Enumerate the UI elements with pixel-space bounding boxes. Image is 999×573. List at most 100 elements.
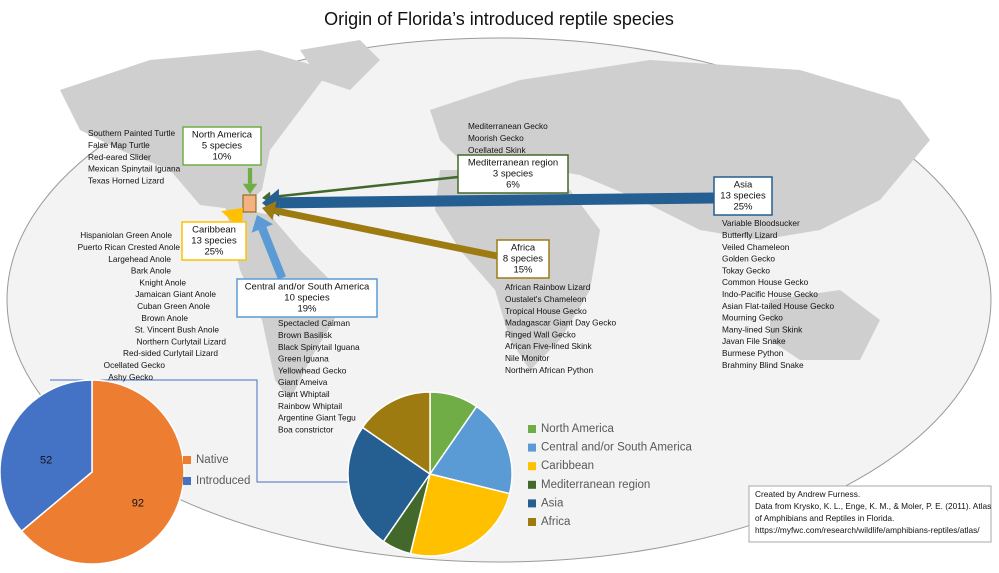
species: Brown Basilisk	[278, 330, 333, 340]
species: Brahminy Blind Snake	[722, 360, 804, 370]
pie-slice	[20, 379, 185, 565]
region-box	[713, 176, 773, 216]
species: Texas Horned Lizard	[88, 175, 164, 185]
legend-label: Mediterranean region	[541, 479, 650, 491]
species: Puerto Rican Crested Anole	[78, 242, 181, 252]
species: Argentine Giant Tegu	[278, 413, 356, 423]
arrow-head	[242, 183, 258, 194]
region-share: 15%	[513, 265, 533, 276]
species: Northern Curlytail Lizard	[137, 336, 227, 346]
pie-slice	[0, 379, 93, 533]
region-name: Asia	[734, 180, 753, 191]
species: Mexican Spinytail Iguana	[88, 164, 181, 174]
pie-slice	[361, 391, 431, 476]
region-box	[496, 239, 550, 279]
legend-swatch	[183, 477, 191, 485]
credit: Data from Krysko, K. L., Enge, K. M., & …	[755, 501, 991, 511]
species: Jamaican Giant Anole	[135, 289, 216, 299]
species: Madagascar Giant Day Gecko	[505, 318, 617, 328]
title: Origin of Florida’s introduced reptile s…	[324, 9, 674, 29]
region-share: 25%	[733, 202, 753, 213]
species: Mediterranean Gecko	[468, 121, 548, 131]
arrow	[258, 226, 286, 280]
legend-label: Central and/or South America	[541, 442, 692, 454]
legend-label: Introduced	[196, 475, 250, 487]
species: Giant Ameiva	[278, 377, 328, 387]
species: Rainbow Whiptail	[278, 401, 342, 411]
species: Moorish Gecko	[468, 133, 524, 143]
legend-label: Africa	[541, 516, 571, 528]
pie-slice	[409, 473, 511, 557]
region-box	[236, 278, 378, 318]
species: Tokay Gecko	[722, 265, 770, 275]
legend-label: Caribbean	[541, 460, 594, 472]
arrow	[273, 207, 498, 260]
species: Javan File Snake	[722, 336, 786, 346]
pie-slice	[428, 405, 513, 495]
connector	[50, 379, 358, 483]
region-count: 13 species	[191, 236, 237, 247]
legend-swatch	[528, 518, 536, 526]
species: Mourning Gecko	[722, 313, 783, 323]
credit: Created by Andrew Furness.	[755, 489, 860, 499]
arrow	[270, 175, 459, 199]
region-box	[457, 154, 569, 194]
species: Bark Anole	[131, 266, 172, 276]
region-count: 13 species	[720, 191, 766, 202]
species: St. Vincent Bush Anole	[135, 325, 220, 335]
species: Tropical House Gecko	[505, 306, 587, 316]
region-count: 3 species	[493, 169, 533, 180]
species: Boa constrictor	[278, 424, 334, 434]
species: African Five-lined Skink	[505, 341, 593, 351]
species: Ringed Wall Gecko	[505, 329, 576, 339]
pie-slice	[347, 426, 432, 543]
species: Red-eared Slider	[88, 152, 151, 162]
species: Nile Monitor	[505, 353, 550, 363]
credit: of Amphibians and Reptiles in Florida.	[755, 513, 894, 523]
region-name: Central and/or South America	[245, 282, 370, 293]
legend-swatch	[528, 462, 536, 471]
region-count: 10 species	[284, 293, 330, 304]
legend-swatch	[528, 425, 536, 433]
region-share: 19%	[297, 304, 317, 315]
legend-label: North America	[541, 423, 614, 435]
legend-swatch	[528, 499, 536, 508]
legend-swatch	[528, 443, 536, 452]
credit: https://myfwc.com/research/wildlife/amph…	[755, 525, 980, 535]
species: Green Iguana	[278, 354, 329, 364]
species: Ocellated Skink	[468, 145, 526, 155]
species: Butterfly Lizard	[722, 230, 778, 240]
legend-label: Asia	[541, 497, 564, 509]
region-name: Mediterranean region	[468, 158, 558, 169]
species: Veiled Chameleon	[722, 242, 790, 252]
region-box	[181, 221, 247, 261]
region-name: North America	[192, 130, 253, 141]
species: Yellowhead Gecko	[278, 365, 347, 375]
species: Knight Anole	[139, 277, 186, 287]
species: Southern Painted Turtle	[88, 128, 176, 138]
species: Largehead Anole	[108, 254, 171, 264]
species: Ashy Gecko	[108, 372, 153, 382]
region-share: 25%	[204, 247, 224, 258]
data-label: 52	[40, 455, 52, 467]
region-name: Africa	[511, 243, 536, 254]
species: Golden Gecko	[722, 254, 775, 264]
species: Common House Gecko	[722, 277, 809, 287]
species: Cuban Green Anole	[137, 301, 210, 311]
species: Black Spinytail Iguana	[278, 342, 360, 352]
species: Red-sided Curlytail Lizard	[123, 348, 218, 358]
data-label: 92	[132, 497, 144, 509]
species: Asian Flat-tailed House Gecko	[722, 301, 834, 311]
species: Many-lined Sun Skink	[722, 324, 803, 334]
species: False Map Turtle	[88, 140, 150, 150]
species: Brown Anole	[141, 313, 188, 323]
region-share: 6%	[506, 180, 520, 191]
region-name: Caribbean	[192, 225, 236, 236]
region-count: 8 species	[503, 254, 543, 265]
legend-label: Native	[196, 454, 229, 466]
species: Northern African Python	[505, 365, 593, 375]
region-box	[182, 126, 262, 166]
credit-box	[748, 485, 992, 543]
